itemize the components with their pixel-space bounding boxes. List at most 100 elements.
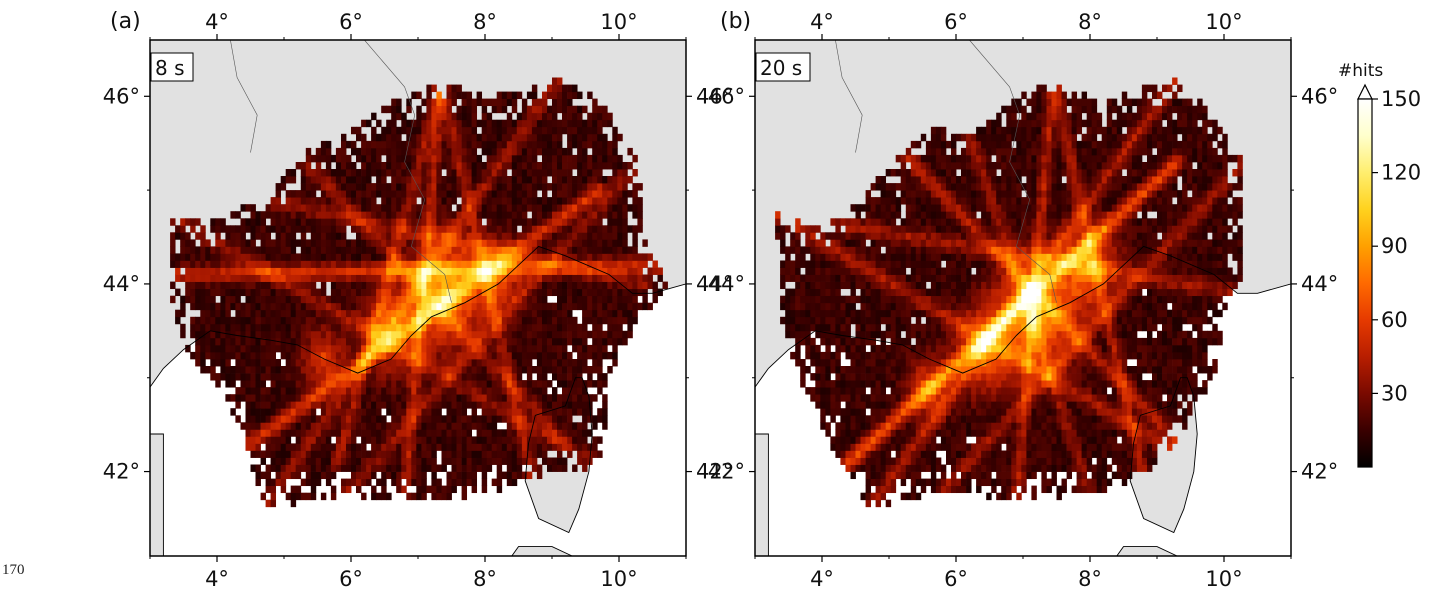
- heatmap-cell: [381, 162, 387, 170]
- heatmap-cell: [895, 169, 902, 177]
- heatmap-cell: [890, 309, 897, 318]
- heatmap-cell: [431, 162, 437, 170]
- heatmap-cell: [516, 309, 523, 318]
- heatmap-cell: [860, 281, 866, 290]
- heatmap-cell: [436, 408, 442, 416]
- heatmap-cell: [250, 260, 256, 268]
- heatmap-cell: [386, 190, 392, 198]
- heatmap-cell: [461, 436, 468, 444]
- heatmap-cell: [860, 436, 866, 444]
- heatmap-cell: [890, 253, 897, 261]
- heatmap-cell: [496, 169, 503, 177]
- heatmap-cell: [501, 309, 508, 318]
- heatmap-cell: [441, 140, 447, 149]
- heatmap-cell: [315, 288, 322, 297]
- heatmap-cell: [280, 337, 287, 346]
- heatmap-cell: [361, 302, 367, 311]
- heatmap-cell: [351, 169, 357, 177]
- heatmap-cell: [547, 422, 553, 430]
- heatmap-cell: [391, 457, 397, 465]
- heatmap-cell: [280, 485, 287, 494]
- heatmap-cell: [855, 436, 861, 444]
- heatmap-cell: [567, 91, 573, 100]
- heatmap-cell: [401, 330, 407, 339]
- heatmap-cell: [780, 232, 786, 240]
- heatmap-cell: [592, 323, 598, 332]
- heatmap-cell: [486, 337, 493, 346]
- heatmap-cell: [496, 485, 503, 494]
- heatmap-cell: [905, 464, 912, 472]
- heatmap-cell: [396, 154, 402, 163]
- heatmap-cell: [220, 274, 226, 282]
- heatmap-cell: [351, 478, 357, 487]
- heatmap-cell: [401, 457, 407, 465]
- heatmap-cell: [516, 190, 523, 198]
- heatmap-cell: [905, 211, 912, 219]
- heatmap-cell: [582, 239, 588, 247]
- heatmap-cell: [506, 288, 513, 297]
- heatmap-cell: [597, 288, 603, 297]
- heatmap-cell: [446, 429, 452, 437]
- heatmap-cell: [466, 351, 473, 360]
- heatmap-cell: [632, 267, 638, 275]
- heatmap-cell: [436, 492, 442, 501]
- heatmap-cell: [356, 387, 362, 395]
- heatmap-cell: [627, 162, 633, 170]
- heatmap-cell: [461, 366, 468, 374]
- heatmap-cell: [865, 204, 872, 212]
- heatmap-cell: [526, 401, 533, 409]
- heatmap-cell: [587, 197, 593, 205]
- heatmap-cell: [476, 359, 483, 367]
- heatmap-cell: [612, 218, 618, 226]
- heatmap-cell: [870, 246, 877, 254]
- heatmap-cell: [386, 239, 392, 247]
- heatmap-cell: [190, 260, 196, 268]
- heatmap-cell: [642, 295, 648, 304]
- heatmap-cell: [587, 232, 593, 240]
- heatmap-cell: [356, 337, 362, 346]
- heatmap-cell: [890, 457, 897, 465]
- heatmap-cell: [275, 281, 282, 290]
- heatmap-cell: [855, 450, 861, 458]
- heatmap-cell: [825, 394, 831, 402]
- heatmap-cell: [421, 288, 427, 297]
- heatmap-cell: [411, 190, 417, 198]
- heatmap-cell: [805, 295, 811, 304]
- heatmap-cell: [910, 422, 917, 430]
- heatmap-cell: [597, 387, 603, 395]
- heatmap-cell: [496, 176, 503, 184]
- heatmap-cell: [572, 91, 578, 100]
- heatmap-cell: [441, 183, 447, 191]
- heatmap-cell: [255, 302, 261, 311]
- heatmap-cell: [346, 337, 352, 346]
- heatmap-cell: [356, 169, 362, 177]
- heatmap-cell: [441, 281, 447, 290]
- heatmap-cell: [366, 218, 372, 226]
- heatmap-cell: [446, 246, 452, 254]
- heatmap-cell: [875, 225, 882, 233]
- heatmap-cell: [572, 323, 578, 332]
- heatmap-cell: [285, 295, 292, 304]
- heatmap-cell: [506, 373, 513, 381]
- heatmap-cell: [900, 344, 907, 353]
- heatmap-cell: [325, 401, 332, 409]
- heatmap-cell: [785, 302, 791, 311]
- heatmap-cell: [850, 204, 856, 212]
- heatmap-cell: [265, 309, 272, 318]
- heatmap-cell: [255, 415, 261, 423]
- heatmap-cell: [587, 154, 593, 163]
- heatmap-cell: [531, 253, 538, 261]
- heatmap-cell: [441, 274, 447, 282]
- heatmap-cell: [386, 422, 392, 430]
- heatmap-cell: [516, 344, 523, 353]
- heatmap-cell: [506, 204, 513, 212]
- heatmap-cell: [341, 330, 347, 339]
- heatmap-cell: [260, 239, 267, 247]
- heatmap-cell: [521, 218, 528, 226]
- heatmap-cell: [501, 408, 508, 416]
- heatmap-cell: [195, 260, 201, 268]
- heatmap-cell: [290, 197, 297, 205]
- heatmap-cell: [855, 218, 861, 226]
- heatmap-cell: [411, 197, 417, 205]
- heatmap-cell: [830, 443, 836, 451]
